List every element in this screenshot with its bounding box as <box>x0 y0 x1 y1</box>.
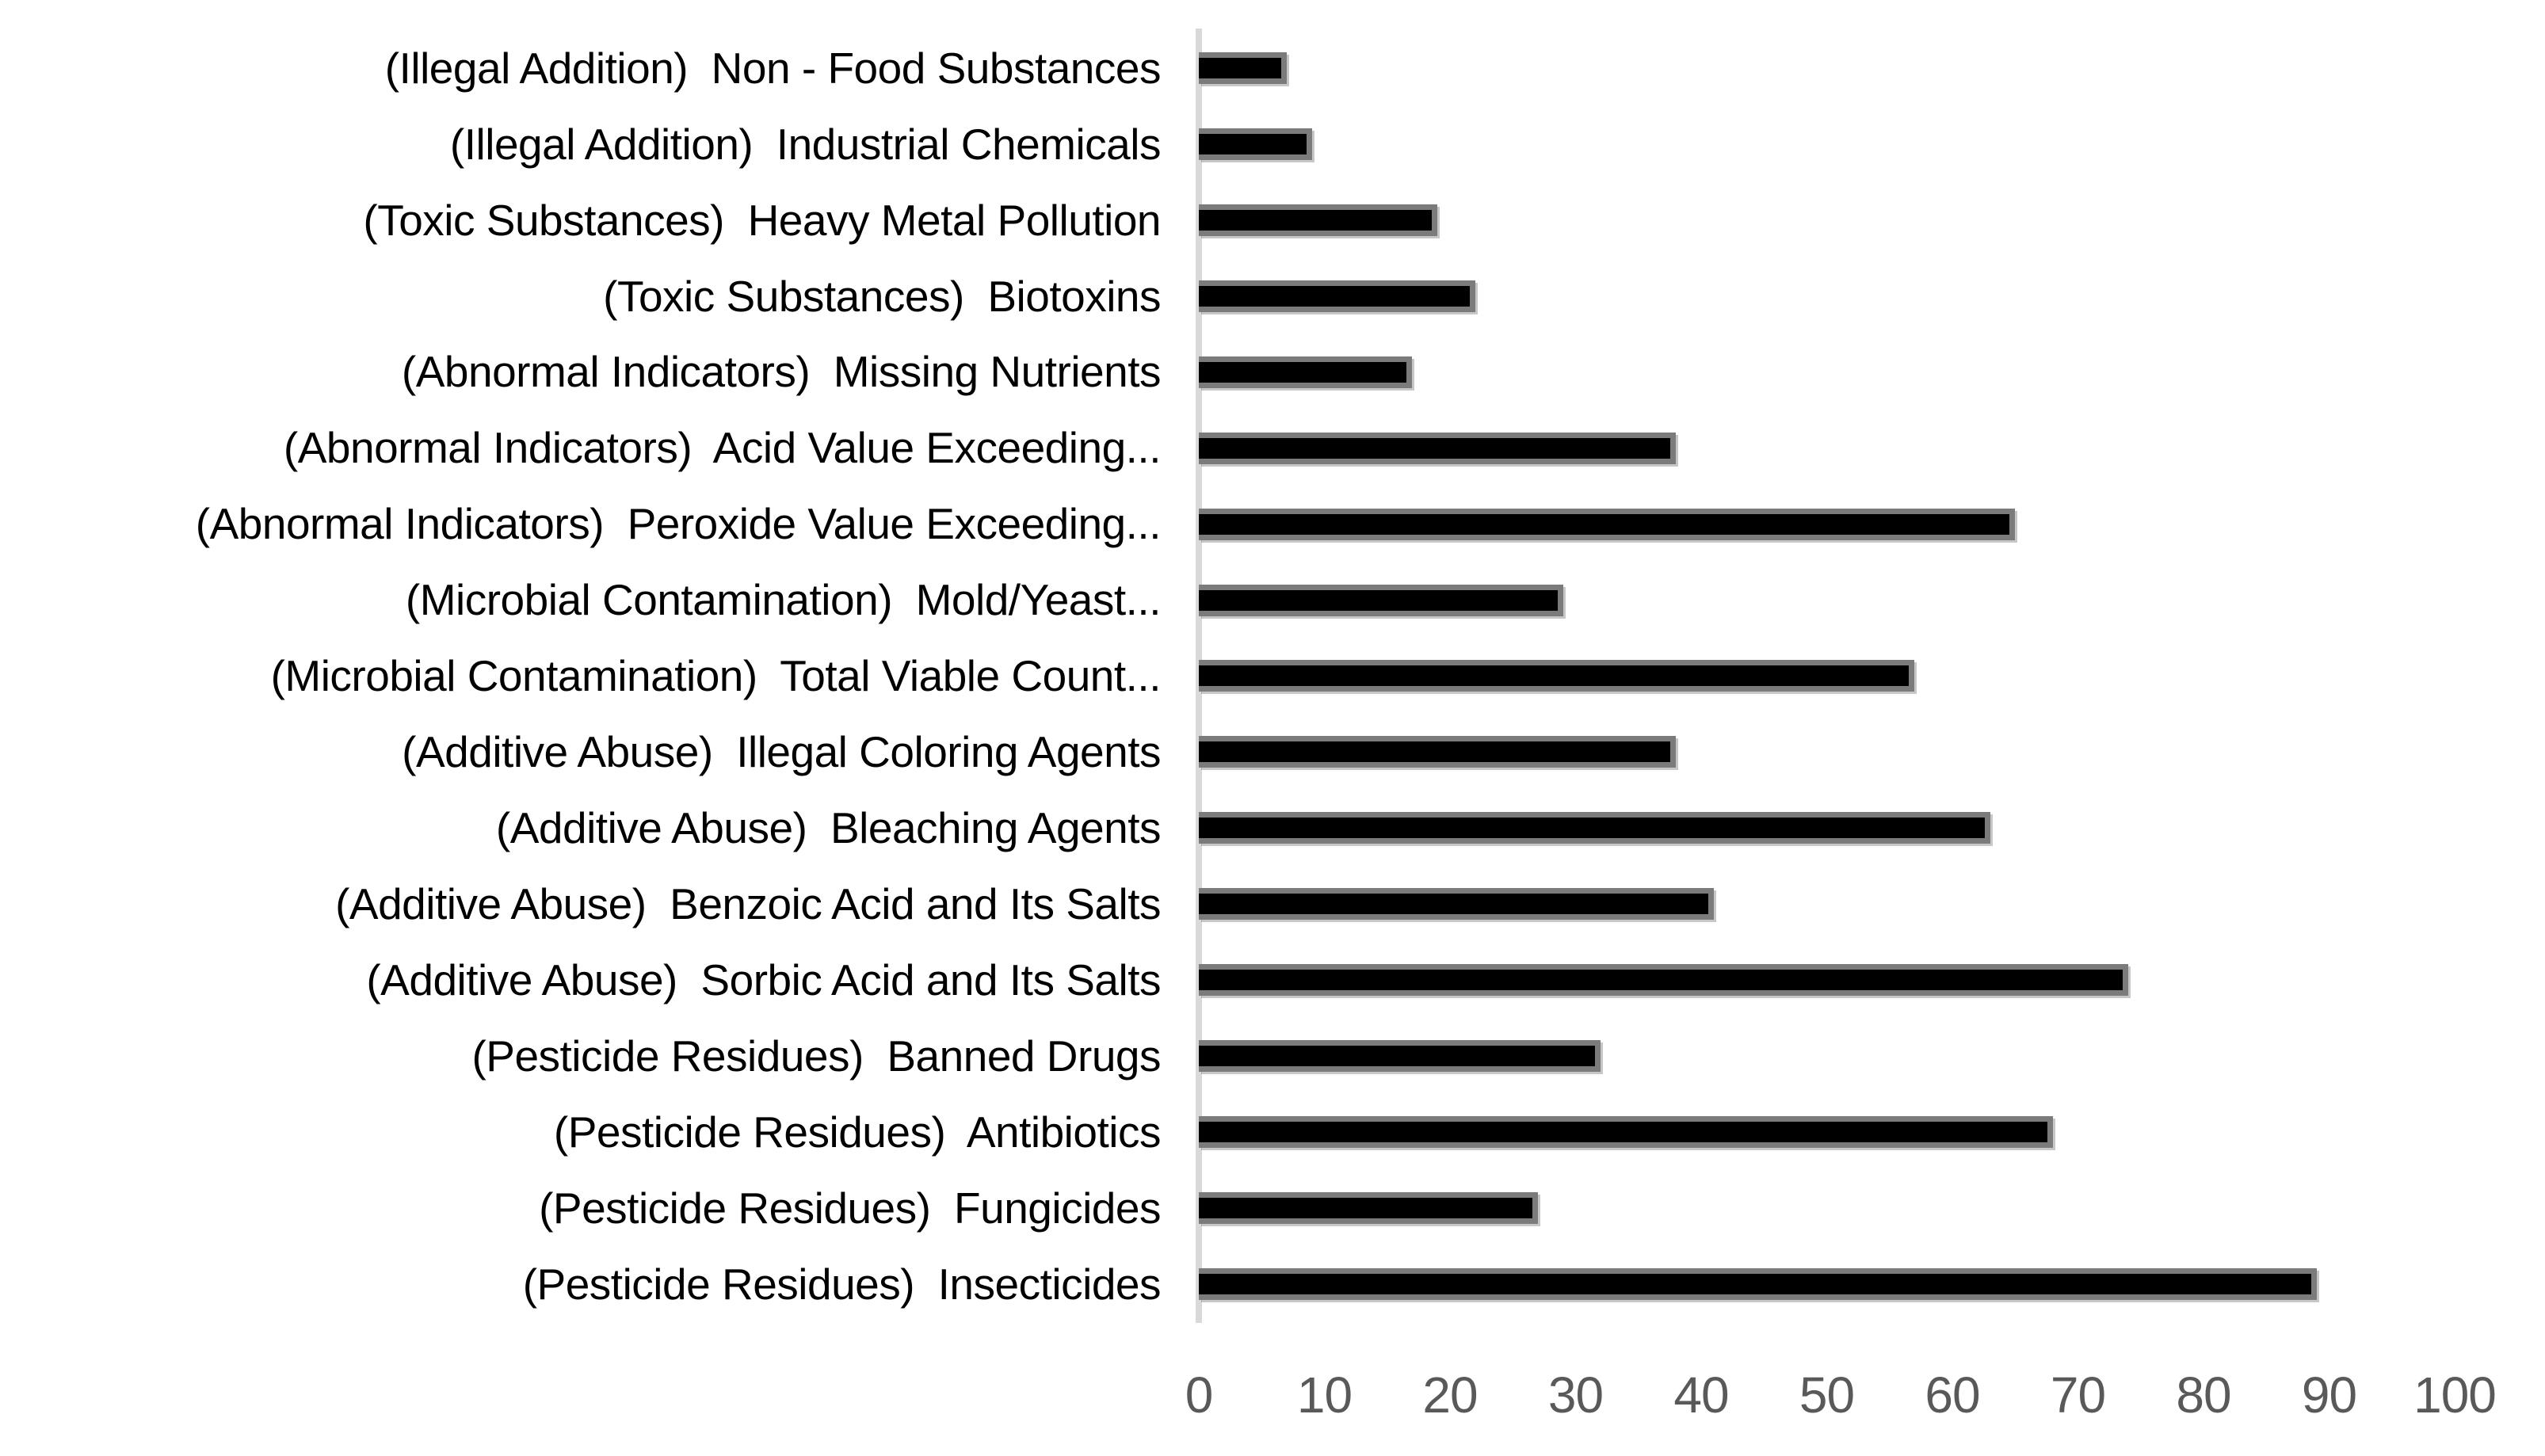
category-label: (Abnormal Indicators) Peroxide Value Exc… <box>195 499 1162 549</box>
category-label: (Abnormal Indicators) Acid Value Exceedi… <box>283 423 1162 473</box>
chart-row: (Pesticide Residues) Antibiotics <box>0 1094 2545 1170</box>
x-tick-label: 30 <box>1547 1366 1604 1424</box>
bar <box>1199 1192 1538 1225</box>
bar-track <box>1199 258 2545 334</box>
bar-track <box>1199 942 2545 1018</box>
category-label: (Illegal Addition) Industrial Chemicals <box>449 119 1162 169</box>
x-tick-label: 0 <box>1185 1366 1214 1424</box>
category-label: (Pesticide Residues) Fungicides <box>539 1183 1161 1233</box>
chart-row: (Illegal Addition) Industrial Chemicals <box>0 106 2545 182</box>
bar-track <box>1199 106 2545 182</box>
bar <box>1199 432 1677 464</box>
category-label: (Toxic Substances) Heavy Metal Pollution <box>363 195 1161 245</box>
category-label: (Microbial Contamination) Total Viable C… <box>270 651 1162 701</box>
x-tick-label: 90 <box>2301 1366 2357 1424</box>
bar <box>1199 1040 1601 1073</box>
bar-track <box>1199 1094 2545 1170</box>
bar-track <box>1199 1018 2545 1094</box>
x-tick-label: 20 <box>1422 1366 1478 1424</box>
bar <box>1199 736 1677 768</box>
chart-row: (Pesticide Residues) Fungicides <box>0 1170 2545 1246</box>
chart-row: (Additive Abuse) Bleaching Agents <box>0 790 2545 866</box>
x-axis-tick-labels: 0 10 20 30 40 50 60 70 80 90 100 <box>1185 1361 2497 1448</box>
bar <box>1199 888 1714 920</box>
x-tick-label: 60 <box>1925 1366 1980 1424</box>
chart-row: (Pesticide Residues) Insecticides <box>0 1246 2545 1322</box>
chart-row: (Additive Abuse) Benzoic Acid and Its Sa… <box>0 866 2545 942</box>
bar-track <box>1199 638 2545 715</box>
category-label: (Abnormal Indicators) Missing Nutrients <box>401 347 1162 397</box>
chart-row: (Toxic Substances) Heavy Metal Pollution <box>0 182 2545 258</box>
bar <box>1199 51 1287 84</box>
x-tick-label: 100 <box>2413 1366 2497 1424</box>
x-tick-label: 80 <box>2176 1366 2231 1424</box>
bar-track <box>1199 562 2545 638</box>
x-tick-label: 10 <box>1296 1366 1353 1424</box>
bar <box>1199 356 1413 388</box>
bar <box>1199 128 1312 160</box>
bar <box>1199 964 2128 997</box>
category-label: (Additive Abuse) Benzoic Acid and Its Sa… <box>335 879 1161 929</box>
chart-row: (Additive Abuse) Illegal Coloring Agents <box>0 714 2545 790</box>
bar-track <box>1199 486 2545 562</box>
chart-row: (Abnormal Indicators) Peroxide Value Exc… <box>0 486 2545 562</box>
chart-row: (Toxic Substances) Biotoxins <box>0 258 2545 334</box>
chart-row: (Microbial Contamination) Mold/Yeast... <box>0 562 2545 638</box>
chart-row: (Microbial Contamination) Total Viable C… <box>0 638 2545 715</box>
chart-row: (Illegal Addition) Non - Food Substances <box>0 30 2545 106</box>
category-label: (Pesticide Residues) Banned Drugs <box>471 1031 1161 1081</box>
category-label: (Pesticide Residues) Antibiotics <box>553 1107 1162 1157</box>
bar-track <box>1199 1246 2545 1322</box>
bar-track <box>1199 334 2545 410</box>
bar <box>1199 508 2016 540</box>
category-label: (Additive Abuse) Sorbic Acid and Its Sal… <box>366 955 1161 1004</box>
bar <box>1199 660 1915 692</box>
bar-track <box>1199 790 2545 866</box>
chart-row: (Abnormal Indicators) Missing Nutrients <box>0 334 2545 410</box>
bar-track <box>1199 714 2545 790</box>
chart-row: (Abnormal Indicators) Acid Value Exceedi… <box>0 410 2545 486</box>
chart-row: (Additive Abuse) Sorbic Acid and Its Sal… <box>0 942 2545 1018</box>
category-label: (Additive Abuse) Illegal Coloring Agents <box>402 727 1161 777</box>
bar-track <box>1199 182 2545 258</box>
chart-row: (Pesticide Residues) Banned Drugs <box>0 1018 2545 1094</box>
bar-track <box>1199 410 2545 486</box>
bar <box>1199 280 1475 312</box>
bar <box>1199 1267 2317 1300</box>
bar-track <box>1199 1170 2545 1246</box>
category-label: (Illegal Addition) Non - Food Substances <box>384 43 1162 93</box>
x-tick-label: 40 <box>1673 1366 1729 1424</box>
bar-track <box>1199 866 2545 942</box>
category-label: (Additive Abuse) Bleaching Agents <box>495 803 1162 853</box>
bar-track <box>1199 30 2545 106</box>
bar <box>1199 1116 2053 1149</box>
x-tick-label: 50 <box>1799 1366 1855 1424</box>
category-label: (Pesticide Residues) Insecticides <box>522 1259 1162 1309</box>
category-label: (Toxic Substances) Biotoxins <box>603 271 1161 321</box>
bar <box>1199 812 1990 844</box>
bar-rows: (Illegal Addition) Non - Food Substances… <box>0 30 2545 1322</box>
bar <box>1199 204 1438 236</box>
x-tick-label: 70 <box>2050 1366 2106 1424</box>
category-label: (Microbial Contamination) Mold/Yeast... <box>405 575 1162 625</box>
bar <box>1199 584 1563 616</box>
